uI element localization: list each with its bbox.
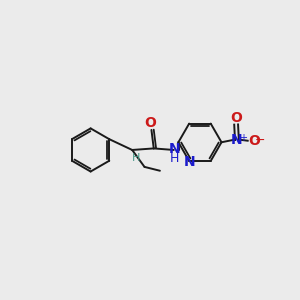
Text: N: N xyxy=(169,142,180,156)
Text: +: + xyxy=(239,134,247,143)
Text: O: O xyxy=(230,111,242,124)
Text: N: N xyxy=(231,133,243,147)
Text: N: N xyxy=(184,155,196,170)
Text: H: H xyxy=(132,153,140,163)
Text: −: − xyxy=(255,134,265,146)
Text: O: O xyxy=(145,116,157,130)
Text: O: O xyxy=(248,134,260,148)
Text: H: H xyxy=(170,152,179,165)
